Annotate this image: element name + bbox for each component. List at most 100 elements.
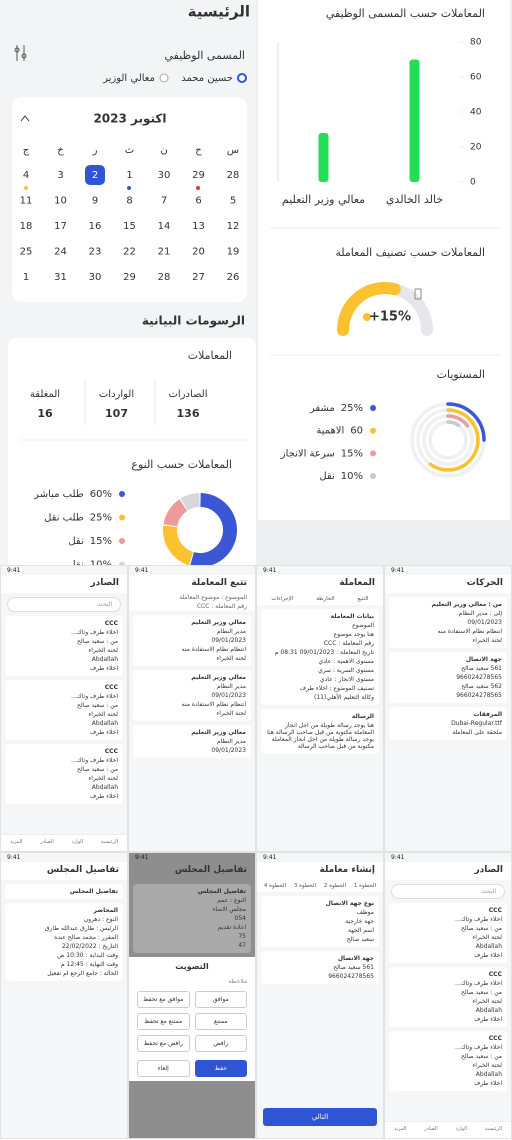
calendar-day[interactable]: 28 <box>227 170 240 181</box>
calendar-day[interactable]: 28 <box>158 272 171 283</box>
card: تفاصيل المجلس <box>5 884 123 899</box>
card-row: وقت النهاية : 12:45 م <box>60 961 118 968</box>
nav-item[interactable]: الوارد <box>71 839 84 845</box>
weekday: ح <box>195 145 202 156</box>
stat-label: المغلقة <box>30 389 60 400</box>
nav-item[interactable]: الرئيسية <box>484 1126 503 1132</box>
calendar-day[interactable]: 18 <box>20 221 33 232</box>
card-row: مستوى الاهمية : عادي <box>318 658 374 665</box>
calendar-day[interactable]: 22 <box>123 247 136 258</box>
primary-button[interactable]: التالي <box>263 1108 377 1126</box>
calendar-day[interactable]: 5 <box>230 196 236 207</box>
button[interactable]: موافق مع تحفظ <box>137 991 190 1008</box>
calendar-day[interactable]: 26 <box>227 272 240 283</box>
donut-slice <box>163 525 194 565</box>
calendar-day[interactable]: 16 <box>89 221 102 232</box>
calendar-day[interactable]: 6 <box>195 196 201 207</box>
nav-item[interactable]: الرئيسية <box>100 839 119 845</box>
calendar-day[interactable]: 2 <box>92 170 98 181</box>
calendar-day[interactable]: 14 <box>158 221 171 232</box>
calendar-day[interactable]: 10 <box>54 196 67 207</box>
radio-option[interactable]: حسين محمد <box>181 73 233 84</box>
nav-item[interactable]: الصادر <box>424 1126 438 1132</box>
calendar-day[interactable]: 3 <box>57 170 63 181</box>
step[interactable]: الخطوة 1 <box>353 883 377 889</box>
nav-item[interactable]: المزيد <box>9 839 23 845</box>
tab[interactable]: الإجراءات <box>271 596 294 602</box>
card: نوع جهة الاتصال موظف جهة خارجية اسم الجهة سع… <box>261 896 379 947</box>
calendar-day[interactable]: 19 <box>227 247 240 258</box>
card: معالي وزير التعليم مدير النظام 09/01/2023 <box>133 725 251 758</box>
calendar-day[interactable]: 13 <box>192 221 205 232</box>
card-row: من : سعيد صالح <box>76 638 118 645</box>
calendar-day[interactable]: 12 <box>227 221 240 232</box>
button[interactable]: رافض مع تحفظ <box>137 1035 190 1052</box>
button[interactable]: ممتنع مع تحفظ <box>137 1013 190 1030</box>
card-row: تفاصيل المجلس <box>69 888 118 895</box>
calendar-toggle[interactable] <box>20 115 30 122</box>
calendar-day[interactable]: 7 <box>161 196 167 207</box>
weekday: خ <box>57 145 64 156</box>
calendar-day[interactable]: 8 <box>126 196 132 207</box>
calendar-day[interactable]: 4 <box>23 170 29 181</box>
tab[interactable]: الخارطة <box>316 596 335 602</box>
button[interactable]: إلغاء <box>137 1060 190 1077</box>
nav-item[interactable]: المزيد <box>393 1126 407 1132</box>
legend-label: الاهمية <box>316 426 344 437</box>
calendar-day[interactable]: 23 <box>89 247 102 258</box>
nav-item[interactable]: الوارد <box>455 1126 468 1132</box>
step[interactable]: الخطوة 3 <box>293 883 317 889</box>
calendar-day[interactable]: 30 <box>89 272 102 283</box>
calendar-day[interactable]: 25 <box>20 247 33 258</box>
card: CCC اخلاء طرف وثاك... من : سعيد صالح لجنة ا… <box>5 616 123 676</box>
step[interactable]: الخطوة 2 <box>323 883 347 889</box>
step[interactable]: الخطوة 4 <box>263 883 287 889</box>
calendar-day[interactable]: 27 <box>192 272 205 283</box>
filter-icon[interactable] <box>14 45 27 61</box>
button[interactable]: موافق <box>194 991 247 1008</box>
card-row: رقم المعاملة : CCC <box>323 640 374 647</box>
card-row: هنا يوجد موضوع <box>333 631 374 638</box>
screen-title: تفاصيل المجلس <box>129 862 255 880</box>
tab[interactable]: التتبع <box>357 596 369 602</box>
nav-item[interactable]: الصادر <box>40 839 54 845</box>
calendar-day[interactable]: 15 <box>123 221 136 232</box>
radio[interactable] <box>159 73 169 83</box>
calendar-day[interactable]: 31 <box>54 272 67 283</box>
card-row: معالي وزير التعليم <box>191 729 246 736</box>
button[interactable]: ممتنع <box>194 1013 247 1030</box>
card-row: تفاصيل المجلس <box>197 888 246 895</box>
calendar-day[interactable]: 30 <box>158 170 171 181</box>
calendar-day[interactable]: 17 <box>54 221 67 232</box>
search-box[interactable]: البحث <box>7 597 121 612</box>
search-box[interactable]: البحث <box>391 884 505 899</box>
card-row: المقرر : محمد صالح عبده <box>54 934 118 941</box>
calendar-day[interactable]: 11 <box>20 196 33 207</box>
calendar-day[interactable]: 1 <box>126 170 132 181</box>
card-row: 09/01/2023 <box>211 692 246 699</box>
stat-value: 16 <box>37 407 53 420</box>
button[interactable]: رافض <box>194 1035 247 1052</box>
radio-selected[interactable] <box>237 73 247 83</box>
card-row: انتظام نظام الاستفادة منه <box>181 646 246 653</box>
calendar-day[interactable]: 21 <box>158 247 171 258</box>
calendar-day[interactable]: 20 <box>192 247 205 258</box>
tab-bar: التتبع الخارطة الإجراءات <box>257 593 383 605</box>
card: المرفقات Dubai-Regular.ttf ملحقة على المعا… <box>389 707 507 740</box>
chart-title: المعاملات حسب المسمى الوظيفي <box>326 7 485 20</box>
card-row: مدير النظام <box>216 683 246 690</box>
card-row: اخلاء طرف <box>90 793 118 800</box>
calendar-day[interactable]: 29 <box>192 170 205 181</box>
radio-option[interactable]: معالي الوزير <box>102 73 155 84</box>
calendar-day[interactable]: 29 <box>123 272 136 283</box>
calendar-day[interactable]: 9 <box>92 196 98 207</box>
calendar-day[interactable]: 24 <box>54 247 67 258</box>
chart-title: المعاملات حسب تصنيف المعاملة <box>335 246 485 259</box>
stepper: الخطوة 1 الخطوة 2 الخطوة 3 الخطوة 4 <box>257 880 383 892</box>
screen-title: تفاصيل المجلس <box>1 862 127 880</box>
calendar-day[interactable]: 1 <box>23 272 29 283</box>
card-row: إلى : مدير النظام <box>458 610 502 617</box>
card-row: 966024278565 <box>456 692 502 699</box>
card-row: لجنة الخبراء <box>472 934 502 941</box>
button[interactable]: حفظ <box>194 1060 247 1077</box>
